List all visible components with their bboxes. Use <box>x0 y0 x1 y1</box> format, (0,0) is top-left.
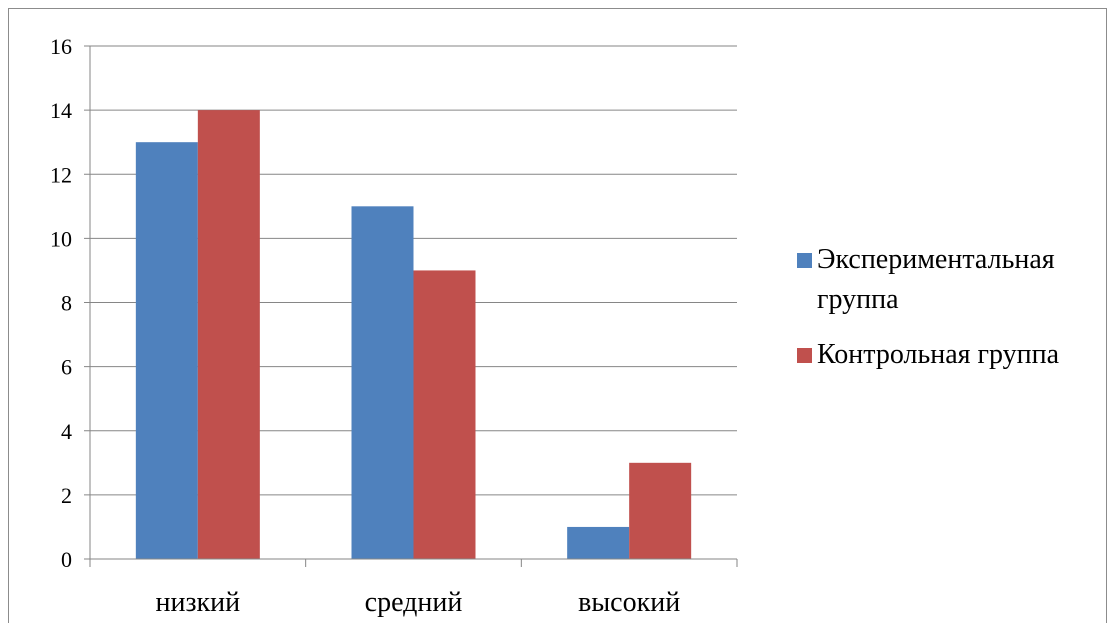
y-tick-label: 2 <box>61 483 72 508</box>
legend-swatch <box>797 348 812 363</box>
y-tick-labels: 0 2 4 6 8 10 12 14 16 <box>50 34 72 572</box>
legend: Экспериментальная группа Контрольная групп… <box>797 244 1060 370</box>
y-tick-label: 8 <box>61 291 72 316</box>
x-category-label: высокий <box>578 587 680 618</box>
legend-swatch <box>797 253 812 268</box>
y-tick-label: 0 <box>61 547 72 572</box>
axes <box>84 45 738 567</box>
bar-control <box>197 110 260 559</box>
x-category-label: средний <box>365 587 463 618</box>
bar-experimental <box>351 206 414 559</box>
legend-label: Контрольная группа <box>817 339 1060 370</box>
bar-experimental <box>135 142 198 559</box>
legend-label: группа <box>817 284 899 315</box>
bars <box>135 110 692 559</box>
y-tick-label: 16 <box>50 34 72 59</box>
y-tick-label: 6 <box>61 355 72 380</box>
y-tick-label: 4 <box>61 419 72 444</box>
y-tick-label: 14 <box>50 98 72 123</box>
bar-control <box>629 462 692 559</box>
y-tick-label: 12 <box>50 162 72 187</box>
bar-control <box>413 270 476 559</box>
y-tick-label: 10 <box>50 226 72 251</box>
bar-experimental <box>567 526 630 559</box>
legend-label: Экспериментальная <box>817 244 1055 275</box>
x-category-label: низкий <box>156 587 241 618</box>
x-category-labels: низкий средний высокий <box>156 587 681 618</box>
